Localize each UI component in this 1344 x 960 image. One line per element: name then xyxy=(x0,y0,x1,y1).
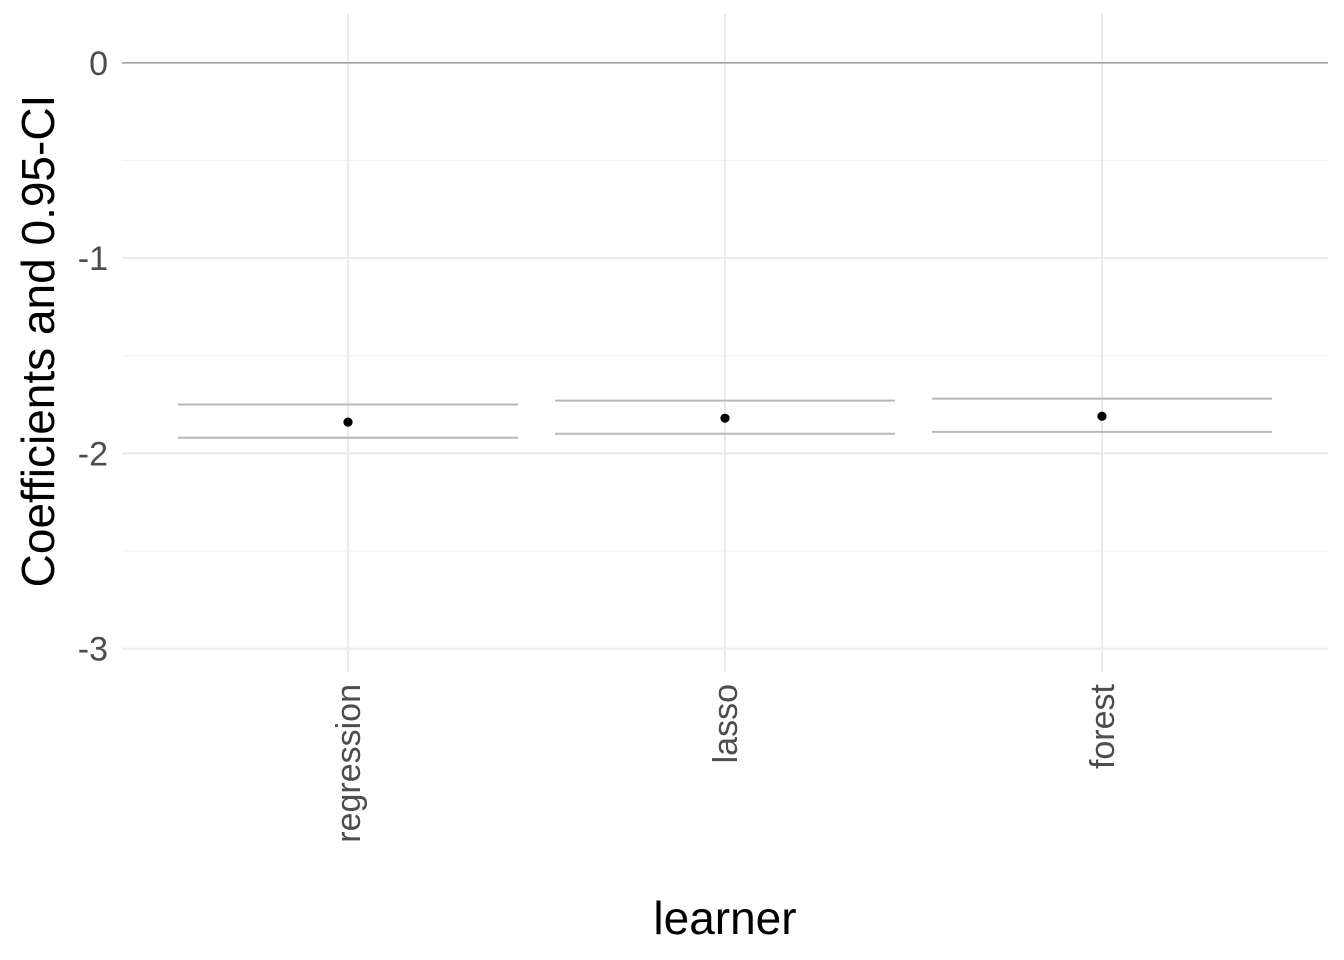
grid-layer xyxy=(122,14,1328,672)
estimate-point-lasso xyxy=(720,413,730,423)
y-tick-label: -1 xyxy=(78,240,108,278)
y-tick-labels: 0 -1 -2 -3 xyxy=(78,45,108,669)
estimate-point-forest xyxy=(1097,411,1107,421)
estimate-point-regression xyxy=(343,417,353,427)
x-axis-title: learner xyxy=(653,892,796,944)
x-tick-labels: regression lasso forest xyxy=(330,683,1122,842)
y-tick-label: -3 xyxy=(78,631,108,669)
y-tick-label: -2 xyxy=(78,435,108,473)
x-tick-label: regression xyxy=(330,684,368,843)
x-tick-label: lasso xyxy=(707,684,745,763)
x-tick-label: forest xyxy=(1084,683,1122,769)
ci-layer xyxy=(178,397,1272,439)
y-axis-title: Coefficients and 0.95-CI xyxy=(12,95,64,588)
point-layer xyxy=(343,411,1107,427)
y-tick-label: 0 xyxy=(89,45,108,83)
